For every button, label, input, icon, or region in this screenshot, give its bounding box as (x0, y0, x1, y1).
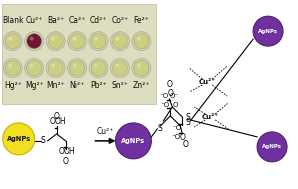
Text: Ni²⁺: Ni²⁺ (69, 81, 85, 90)
Text: Mg²⁺: Mg²⁺ (25, 81, 44, 90)
Circle shape (115, 123, 151, 159)
Circle shape (134, 61, 149, 76)
Circle shape (27, 61, 42, 76)
Text: AgNPs: AgNPs (262, 144, 282, 149)
Text: O⁻: O⁻ (170, 93, 179, 99)
Text: S: S (186, 119, 191, 127)
Text: Cu²⁺: Cu²⁺ (97, 127, 114, 136)
Circle shape (30, 64, 34, 68)
Circle shape (8, 64, 12, 68)
Text: O: O (167, 89, 173, 98)
Text: O: O (59, 147, 65, 156)
Text: Sn²⁺: Sn²⁺ (111, 81, 128, 90)
Text: AgNPs: AgNPs (258, 29, 278, 34)
Circle shape (112, 34, 128, 49)
Text: AgNPs: AgNPs (121, 138, 145, 144)
Circle shape (111, 59, 129, 77)
Text: Hg²⁺: Hg²⁺ (4, 81, 22, 90)
Text: S: S (41, 136, 45, 145)
Circle shape (70, 61, 85, 76)
Circle shape (70, 34, 85, 49)
Circle shape (5, 34, 20, 49)
Text: Cu²⁺: Cu²⁺ (199, 79, 216, 85)
Circle shape (112, 61, 128, 76)
Circle shape (5, 61, 20, 76)
Circle shape (46, 59, 65, 77)
Text: OH: OH (64, 147, 75, 156)
Text: ⁻O: ⁻O (161, 102, 170, 108)
Circle shape (94, 64, 98, 68)
Text: Cu²⁺: Cu²⁺ (26, 16, 43, 25)
Text: O: O (54, 112, 60, 121)
Circle shape (253, 16, 283, 46)
Circle shape (48, 61, 63, 76)
Circle shape (91, 34, 106, 49)
Text: O: O (50, 117, 55, 126)
Circle shape (8, 37, 12, 41)
Text: Pb²⁺: Pb²⁺ (90, 81, 107, 90)
Text: OH: OH (55, 117, 66, 126)
Circle shape (134, 34, 149, 49)
Circle shape (132, 32, 151, 51)
Circle shape (51, 64, 55, 68)
Text: O: O (63, 157, 69, 166)
Text: O: O (182, 140, 188, 149)
Circle shape (48, 34, 63, 49)
Text: Co²⁺: Co²⁺ (111, 16, 128, 25)
Circle shape (111, 32, 129, 51)
Circle shape (46, 32, 65, 51)
Circle shape (115, 64, 119, 68)
Text: Fe²⁺: Fe²⁺ (134, 16, 149, 25)
Text: O: O (179, 133, 185, 142)
Circle shape (89, 59, 108, 77)
Circle shape (68, 32, 86, 51)
Circle shape (25, 32, 44, 51)
Circle shape (3, 32, 22, 51)
Text: Mn²⁺: Mn²⁺ (46, 81, 65, 90)
Circle shape (73, 37, 77, 41)
Circle shape (115, 37, 119, 41)
Text: Blank: Blank (2, 16, 24, 25)
Circle shape (91, 61, 106, 76)
Circle shape (94, 37, 98, 41)
Circle shape (3, 59, 22, 77)
Text: Cu²⁺: Cu²⁺ (202, 114, 219, 120)
Circle shape (137, 64, 141, 68)
Text: AgNPs: AgNPs (7, 136, 31, 142)
Text: S: S (157, 124, 162, 133)
Text: O: O (173, 102, 178, 108)
Circle shape (89, 32, 108, 51)
FancyBboxPatch shape (2, 4, 156, 104)
Circle shape (25, 59, 44, 77)
Circle shape (73, 64, 77, 68)
Text: Ba²⁺: Ba²⁺ (47, 16, 64, 25)
Circle shape (3, 123, 35, 155)
Text: Ca²⁺: Ca²⁺ (69, 16, 86, 25)
Text: ⁻O: ⁻O (160, 93, 169, 99)
Circle shape (51, 37, 55, 41)
Circle shape (30, 37, 34, 41)
Text: O: O (166, 80, 172, 89)
Circle shape (68, 59, 86, 77)
Circle shape (257, 132, 287, 162)
Circle shape (132, 59, 151, 77)
Circle shape (27, 34, 42, 49)
Circle shape (137, 37, 141, 41)
Text: ⁻O: ⁻O (173, 125, 182, 131)
Text: S: S (186, 113, 191, 122)
Text: ⁻O: ⁻O (172, 134, 181, 140)
Text: Zn²⁺: Zn²⁺ (133, 81, 150, 90)
Text: Cd²⁺: Cd²⁺ (90, 16, 107, 25)
